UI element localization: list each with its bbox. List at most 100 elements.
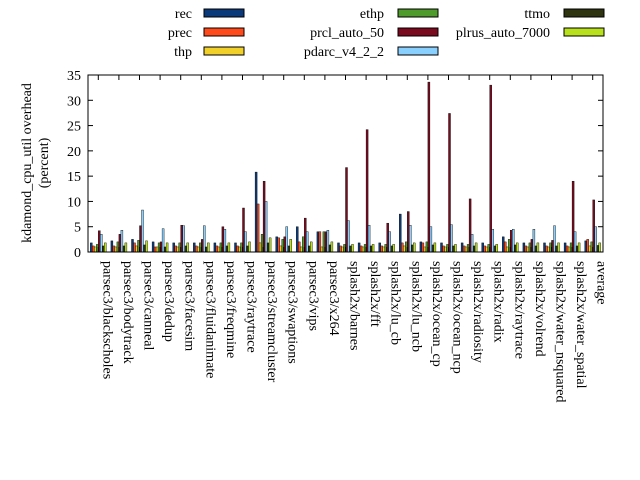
bar-pdarc-v4-2-2-parsec3-raytrace [244, 231, 247, 253]
bar-pdarc-v4-2-2-splash2x-water-spatial [573, 231, 577, 253]
x-tick-label-parsec3-streamcluster: parsec3/streamcluster [264, 261, 279, 383]
bar-prec-parsec3-vips [298, 241, 301, 253]
x-tick-label-parsec3-fluidanimate: parsec3/fluidanimate [202, 261, 217, 378]
bar-ttmo-parsec3-dedup [163, 246, 167, 253]
bar-prec-splash2x-raytrace [504, 241, 507, 253]
y-tick-label: 5 [74, 221, 81, 236]
bar-rec-parsec3-freqmine [213, 242, 217, 253]
bar-thp-splash2x-water-spatial [567, 246, 571, 253]
bar-thp-splash2x-barnes [341, 246, 344, 253]
legend-swatch-prcl-auto-50 [397, 27, 439, 37]
bar-rec-parsec3-blackscholes [90, 242, 93, 253]
bar-rec-splash2x-radiosity [460, 242, 464, 253]
x-tick-label-parsec3-canneal: parsec3/canneal [141, 261, 156, 350]
bar-rec-splash2x-barnes [337, 242, 340, 253]
bar-prec-parsec3-fluidanimate [195, 245, 198, 253]
legend-swatch-ttmo [563, 8, 605, 18]
bar-thp-parsec3-raytrace [238, 246, 241, 253]
bar-prcl-auto-50-splash2x-ocean-cp [427, 81, 431, 253]
bar-pdarc-v4-2-2-parsec3-blackscholes [100, 234, 103, 253]
legend-swatch-plrus-auto-7000 [563, 27, 605, 37]
bar-rec-parsec3-swaptions [275, 236, 278, 253]
x-tick-label-splash2x-ocean-ncp: splash2x/ocean_ncp [450, 261, 465, 374]
bar-thp-parsec3-streamcluster [258, 242, 262, 253]
bar-rec-splash2x-ocean-ncp [440, 242, 443, 253]
bar-pdarc-v4-2-2-parsec3-canneal [141, 209, 144, 253]
bar-prec-splash2x-water-spatial [565, 245, 569, 253]
bar-prec-splash2x-fft [359, 245, 363, 253]
bar-ttmo-splash2x-barnes [349, 245, 352, 253]
bar-thp-splash2x-lu-cb [382, 246, 385, 253]
bar-plrus-auto-7000-parsec3-blackscholes [104, 242, 107, 253]
bar-prec-parsec3-dedup [153, 246, 157, 253]
bar-plrus-auto-7000-splash2x-volrend [536, 242, 540, 253]
bar-ttmo-parsec3-blackscholes [102, 245, 105, 253]
bar-rec-splash2x-lu-ncb [399, 213, 402, 253]
bar-plrus-auto-7000-splash2x-ocean-cp [433, 242, 437, 253]
bar-plrus-auto-7000-parsec3-bodytrack [124, 242, 128, 253]
bar-thp-splash2x-ocean-cp [423, 246, 427, 253]
x-tick-label-parsec3-freqmine: parsec3/freqmine [223, 261, 238, 358]
bar-prcl-auto-50-parsec3-streamcluster [262, 180, 266, 253]
bar-prcl-auto-50-splash2x-lu-ncb [407, 211, 410, 253]
bar-pdarc-v4-2-2-splash2x-lu-ncb [409, 224, 412, 253]
bar-prec-parsec3-x264 [318, 231, 322, 253]
bar-ttmo-parsec3-fluidanimate [205, 246, 208, 253]
bar-rec-splash2x-radix [481, 242, 484, 253]
legend-label-thp: thp [174, 45, 192, 60]
bar-pdarc-v4-2-2-parsec3-fluidanimate [203, 225, 206, 253]
bar-thp-splash2x-radix [485, 246, 488, 253]
x-tick-label-average: average [594, 261, 609, 305]
bar-thp-splash2x-radiosity [464, 246, 468, 253]
bar-pdarc-v4-2-2-splash2x-ocean-cp [429, 226, 433, 253]
x-tick-label-parsec3-swaptions: parsec3/swaptions [285, 261, 300, 364]
x-tick-label-splash2x-volrend: splash2x/volrend [532, 261, 547, 357]
bar-thp-parsec3-dedup [155, 246, 159, 253]
bar-rec-parsec3-x264 [316, 231, 320, 253]
legend-swatch-thp [203, 46, 245, 56]
bar-thp-splash2x-raytrace [506, 246, 509, 253]
bar-thp-parsec3-bodytrack [114, 246, 118, 253]
bar-prec-splash2x-ocean-cp [421, 242, 425, 253]
bar-prec-parsec3-bodytrack [112, 245, 116, 253]
bar-plrus-auto-7000-parsec3-dedup [165, 242, 169, 253]
legend-swatch-prec [203, 27, 245, 37]
bars-group [90, 81, 601, 253]
bar-thp-splash2x-ocean-ncp [444, 246, 447, 253]
bar-ttmo-splash2x-raytrace [514, 244, 517, 253]
bar-rec-average [584, 240, 587, 253]
bar-plrus-auto-7000-parsec3-raytrace [248, 241, 251, 253]
bar-ttmo-parsec3-vips [308, 245, 311, 253]
bar-prec-splash2x-lu-ncb [401, 242, 404, 253]
bar-prec-splash2x-volrend [524, 245, 528, 253]
legend-label-rec: rec [175, 7, 192, 22]
bar-prec-parsec3-blackscholes [92, 245, 95, 253]
bar-ttmo-splash2x-lu-ncb [411, 244, 414, 253]
bar-ttmo-parsec3-swaptions [287, 245, 290, 253]
x-tick-label-splash2x-lu-ncb: splash2x/lu_ncb [408, 261, 423, 352]
bar-pdarc-v4-2-2-parsec3-x264 [326, 230, 330, 253]
legend-swatch-pdarc-v4-2-2 [397, 46, 439, 56]
bar-rec-parsec3-bodytrack [110, 240, 114, 253]
bar-pdarc-v4-2-2-splash2x-fft [367, 224, 371, 253]
bar-prec-splash2x-lu-cb [380, 245, 383, 253]
bar-prec-parsec3-raytrace [236, 245, 239, 253]
x-tick-label-splash2x-lu-cb: splash2x/lu_cb [388, 261, 403, 345]
bar-plrus-auto-7000-splash2x-barnes [351, 244, 354, 253]
y-tick-label: 20 [67, 145, 81, 160]
bar-rec-parsec3-facesim [172, 242, 175, 253]
legend-swatch-ethp [397, 8, 439, 18]
legend-label-ethp: ethp [360, 7, 384, 22]
bar-prec-splash2x-barnes [339, 245, 342, 253]
bar-thp-parsec3-facesim [176, 246, 179, 253]
bar-ttmo-parsec3-bodytrack [122, 245, 126, 253]
bar-plrus-auto-7000-splash2x-ocean-ncp [454, 244, 457, 253]
legend-label-pdarc-v4-2-2: pdarc_v4_2_2 [304, 45, 384, 60]
bar-prcl-auto-50-splash2x-ocean-ncp [448, 113, 451, 253]
x-tick-label-splash2x-radiosity: splash2x/radiosity [470, 261, 485, 363]
bar-prec-parsec3-canneal [133, 242, 136, 253]
y-tick-label: 15 [67, 170, 81, 185]
legend-label-prec: prec [168, 26, 192, 41]
bar-plrus-auto-7000-parsec3-streamcluster [268, 237, 272, 253]
bar-plrus-auto-7000-splash2x-water-nsquared [557, 242, 560, 253]
